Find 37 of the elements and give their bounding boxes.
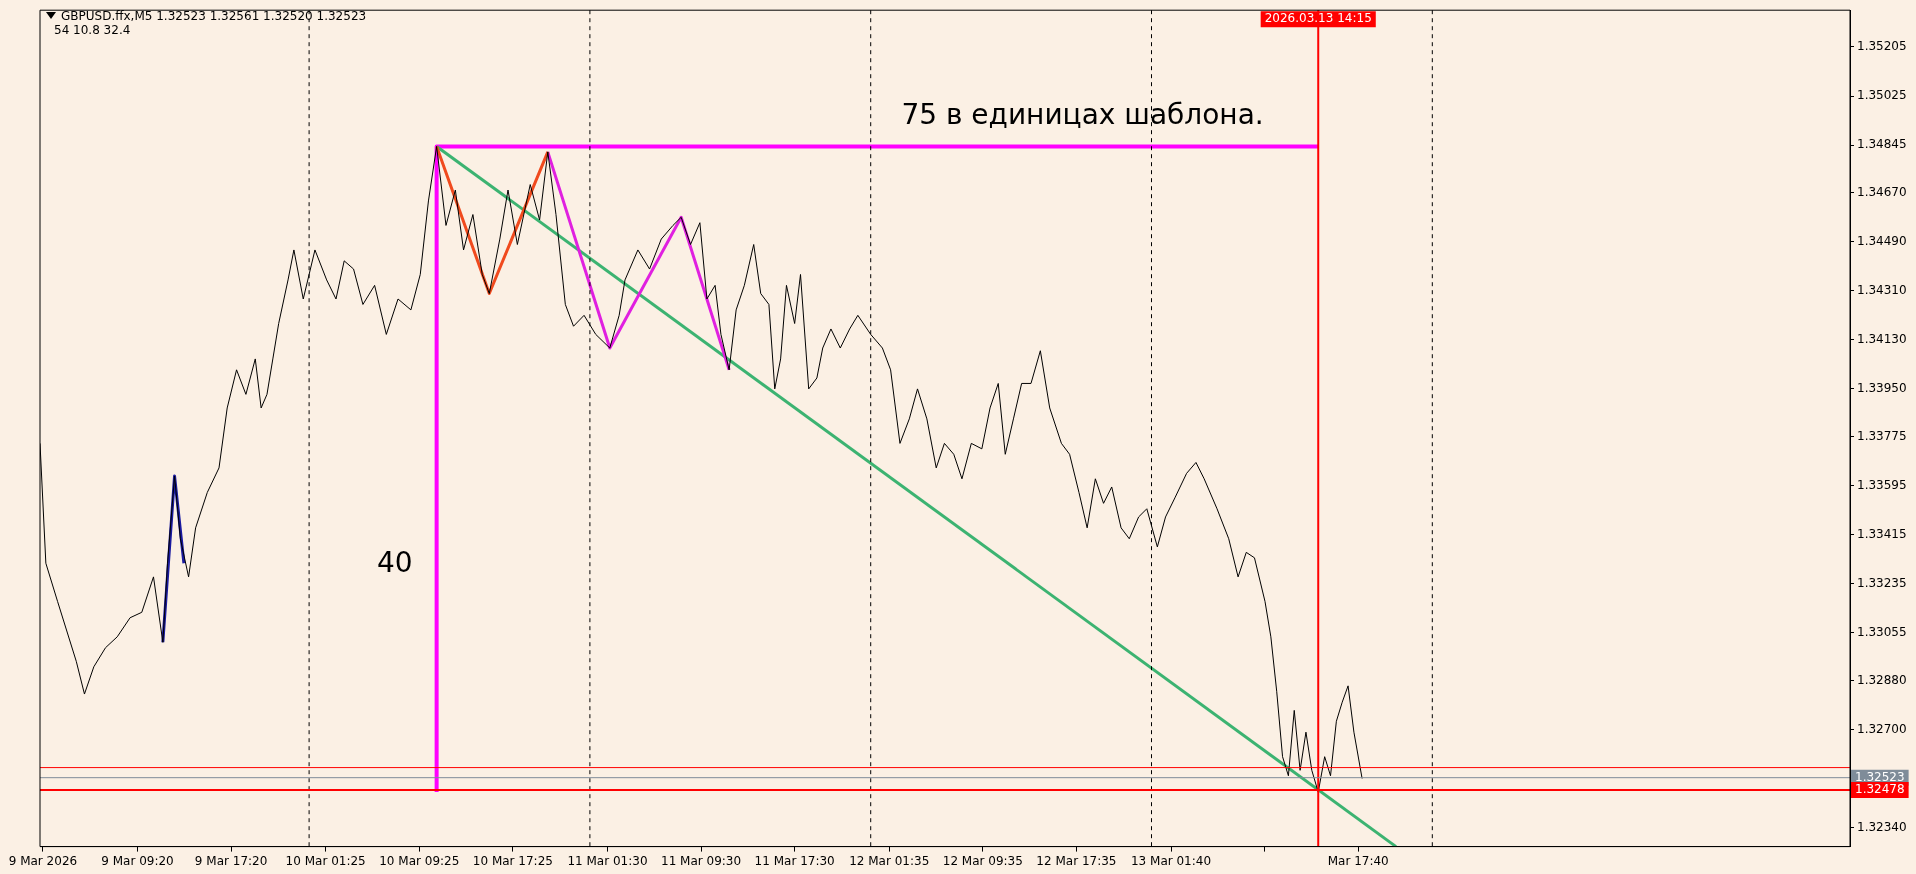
y-tick-label: 1.33055: [1857, 624, 1907, 639]
x-tick-label: Mar 17:40: [1327, 853, 1389, 868]
x-tick-label: 10 Mar 09:25: [379, 853, 460, 868]
y-tick-label: 1.33415: [1857, 526, 1907, 541]
x-tick-label: 12 Mar 09:35: [942, 853, 1023, 868]
x-tick-label: 13 Mar 01:40: [1130, 853, 1212, 868]
y-tick-label: 1.32700: [1857, 721, 1907, 736]
text: 54 10.8 32.4: [53, 23, 132, 37]
y-tick-label: 1.35205: [1857, 39, 1907, 54]
y-tick-label: 1.34845: [1857, 137, 1907, 152]
y-tick-label: 1.35025: [1857, 88, 1907, 103]
annotation: 75 в единицах шаблона.: [901, 97, 1264, 131]
x-tick-label: 11 Mar 17:30: [754, 853, 835, 868]
x-tick-label: 11 Mar 01:30: [567, 853, 648, 868]
ref-line-label: 2026.03.13 14:15: [1264, 11, 1372, 26]
x-tick-label: 9 Mar 17:20: [194, 853, 268, 868]
y-tick-label: 1.34310: [1857, 282, 1907, 297]
x-tick-label: 12 Mar 01:35: [849, 853, 930, 868]
y-tick-label: 1.34670: [1857, 184, 1907, 199]
x-tick-label: 10 Mar 01:25: [285, 853, 366, 868]
chart-title: GBPUSD.ffx,M5 1.32523 1.32561 1.32520 1.32523: [61, 9, 367, 23]
ref-line-label: 1.32478: [1855, 782, 1905, 797]
y-tick-label: 1.33235: [1857, 575, 1907, 590]
y-tick-label: 1.33595: [1857, 477, 1907, 492]
y-tick-label: 1.34490: [1857, 233, 1907, 248]
x-tick-label: 11 Mar 09:30: [660, 853, 742, 868]
y-tick-label: 1.32880: [1857, 672, 1907, 687]
x-tick-label: 9 Mar 09:20: [101, 853, 174, 868]
x-tick-label: 9 Mar 2026: [8, 853, 78, 868]
y-tick-label: 1.33775: [1857, 428, 1907, 443]
y-tick-label: 1.32340: [1857, 819, 1907, 834]
x-tick-label: 12 Mar 17:35: [1036, 853, 1117, 868]
y-tick-label: 1.34130: [1857, 331, 1907, 346]
y-tick-label: 1.33950: [1857, 381, 1907, 396]
annotation: 40: [376, 546, 413, 580]
x-tick-label: 10 Mar 17:25: [472, 853, 553, 868]
ref-line-label: 1.32523: [1855, 769, 1905, 784]
